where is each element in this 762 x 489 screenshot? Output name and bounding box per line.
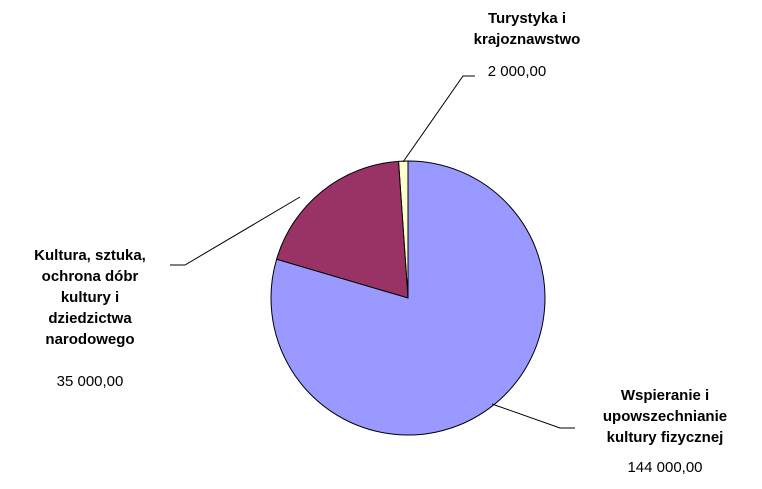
leader-line — [170, 196, 301, 266]
slice-label: Kultura, sztuka, ochrona dóbr kultury i … — [34, 247, 146, 348]
pie-slice — [275, 160, 409, 299]
slice-label: Turystyka i krajoznawstwo — [473, 10, 581, 48]
value-label: 144 000,00 — [627, 459, 703, 476]
value-label: 2 000,00 — [487, 63, 547, 80]
pie-slice — [270, 160, 546, 436]
value-label: 35 000,00 — [56, 373, 124, 390]
leader-line — [491, 403, 575, 429]
leader-line — [402, 75, 475, 163]
slice-label: Wspieranie i upowszechnianie kultury fiz… — [602, 387, 728, 446]
